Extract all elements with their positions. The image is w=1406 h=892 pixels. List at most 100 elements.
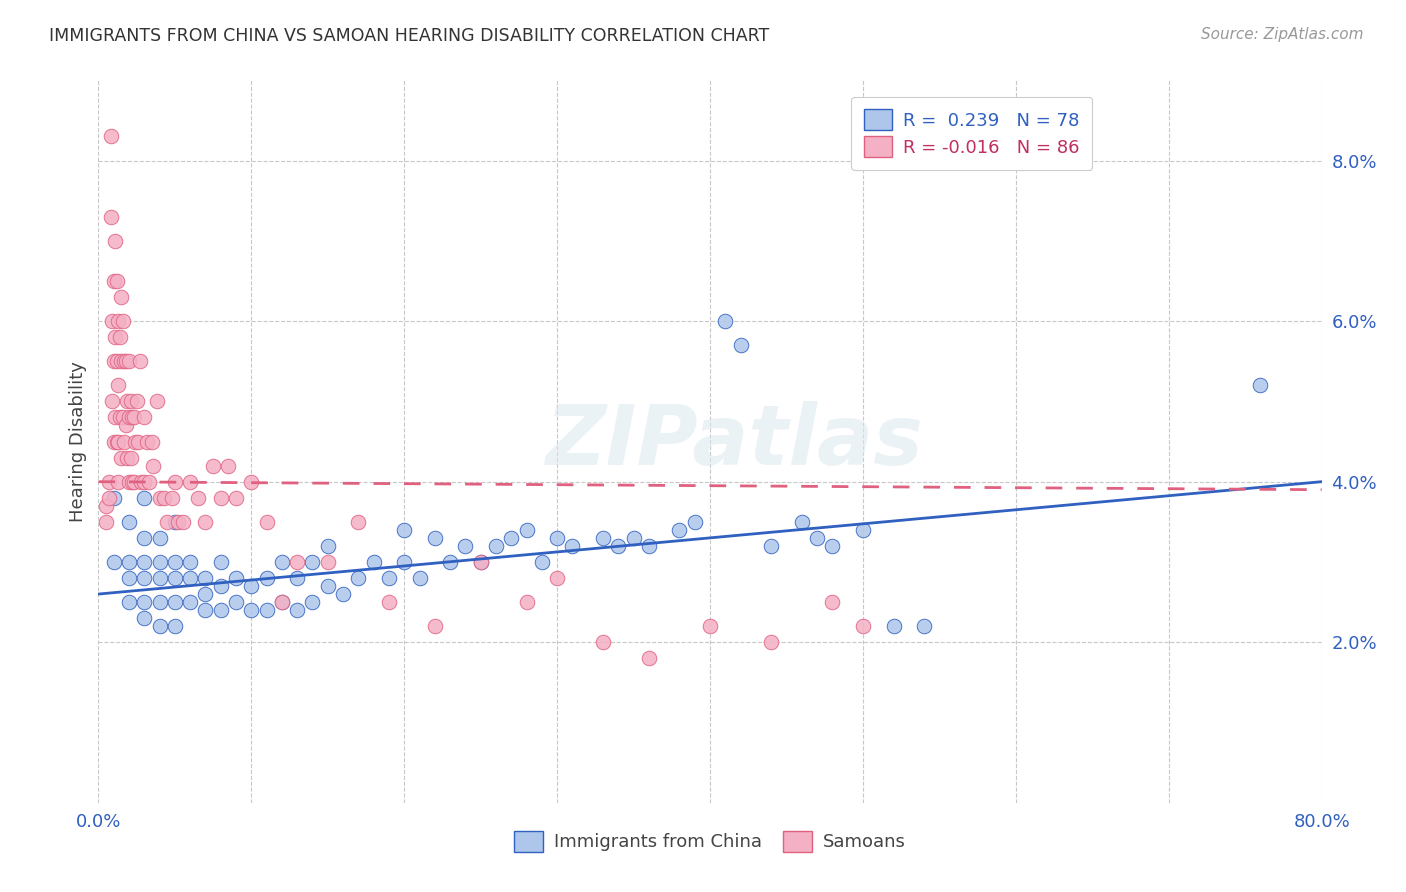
Point [167, 515, 190, 529]
Point [194, 515, 217, 529]
Point [240, 579, 263, 593]
Point [105, 274, 128, 288]
Point [912, 619, 935, 633]
Point [163, 619, 186, 633]
Point [118, 595, 141, 609]
Point [256, 603, 278, 617]
Point [316, 555, 339, 569]
Point [118, 354, 141, 368]
Point [110, 290, 132, 304]
Point [112, 434, 135, 449]
Point [179, 571, 201, 585]
Point [153, 491, 176, 505]
Point [163, 475, 186, 489]
Point [187, 491, 209, 505]
Point [821, 595, 844, 609]
Point [347, 571, 370, 585]
Text: Source: ZipAtlas.com: Source: ZipAtlas.com [1201, 27, 1364, 42]
Point [121, 475, 143, 489]
Point [179, 555, 201, 569]
Point [134, 410, 156, 425]
Point [883, 619, 905, 633]
Point [516, 595, 538, 609]
Point [107, 475, 129, 489]
Point [163, 571, 186, 585]
Point [194, 587, 217, 601]
Point [256, 571, 278, 585]
Point [103, 434, 125, 449]
Point [108, 410, 131, 425]
Point [105, 354, 128, 368]
Point [485, 539, 508, 553]
Point [546, 571, 568, 585]
Point [134, 611, 156, 625]
Point [107, 434, 129, 449]
Point [107, 378, 129, 392]
Point [852, 619, 875, 633]
Point [225, 595, 247, 609]
Point [225, 491, 247, 505]
Point [104, 410, 127, 425]
Point [209, 555, 232, 569]
Point [256, 515, 278, 529]
Point [110, 450, 132, 465]
Point [714, 314, 737, 328]
Point [118, 475, 141, 489]
Point [592, 531, 614, 545]
Point [163, 515, 186, 529]
Point [112, 354, 135, 368]
Point [118, 555, 141, 569]
Point [316, 539, 339, 553]
Point [392, 555, 416, 569]
Point [347, 515, 370, 529]
Point [110, 354, 132, 368]
Point [111, 314, 134, 328]
Point [156, 515, 179, 529]
Point [103, 555, 125, 569]
Point [202, 458, 225, 473]
Point [270, 555, 292, 569]
Point [134, 475, 156, 489]
Point [363, 555, 385, 569]
Point [101, 394, 124, 409]
Point [149, 571, 172, 585]
Point [117, 394, 139, 409]
Point [217, 458, 239, 473]
Point [118, 515, 141, 529]
Point [637, 539, 661, 553]
Point [121, 410, 143, 425]
Point [730, 338, 752, 352]
Point [225, 571, 247, 585]
Point [759, 635, 782, 649]
Point [668, 523, 690, 537]
Point [118, 410, 141, 425]
Point [546, 531, 568, 545]
Point [806, 531, 828, 545]
Point [149, 619, 172, 633]
Point [136, 434, 159, 449]
Point [118, 571, 141, 585]
Point [101, 314, 124, 328]
Y-axis label: Hearing Disability: Hearing Disability [69, 361, 87, 522]
Point [122, 475, 145, 489]
Point [105, 434, 128, 449]
Point [240, 603, 263, 617]
Point [125, 394, 148, 409]
Point [172, 515, 194, 529]
Point [142, 458, 165, 473]
Point [103, 491, 125, 505]
Point [134, 555, 156, 569]
Point [120, 450, 142, 465]
Point [120, 394, 142, 409]
Point [316, 579, 339, 593]
Point [592, 635, 614, 649]
Point [122, 410, 145, 425]
Legend: Immigrants from China, Samoans: Immigrants from China, Samoans [506, 823, 914, 859]
Point [285, 555, 308, 569]
Point [149, 555, 172, 569]
Point [1249, 378, 1271, 392]
Point [104, 330, 127, 344]
Point [439, 555, 461, 569]
Point [209, 579, 232, 593]
Text: IMMIGRANTS FROM CHINA VS SAMOAN HEARING DISABILITY CORRELATION CHART: IMMIGRANTS FROM CHINA VS SAMOAN HEARING … [49, 27, 769, 45]
